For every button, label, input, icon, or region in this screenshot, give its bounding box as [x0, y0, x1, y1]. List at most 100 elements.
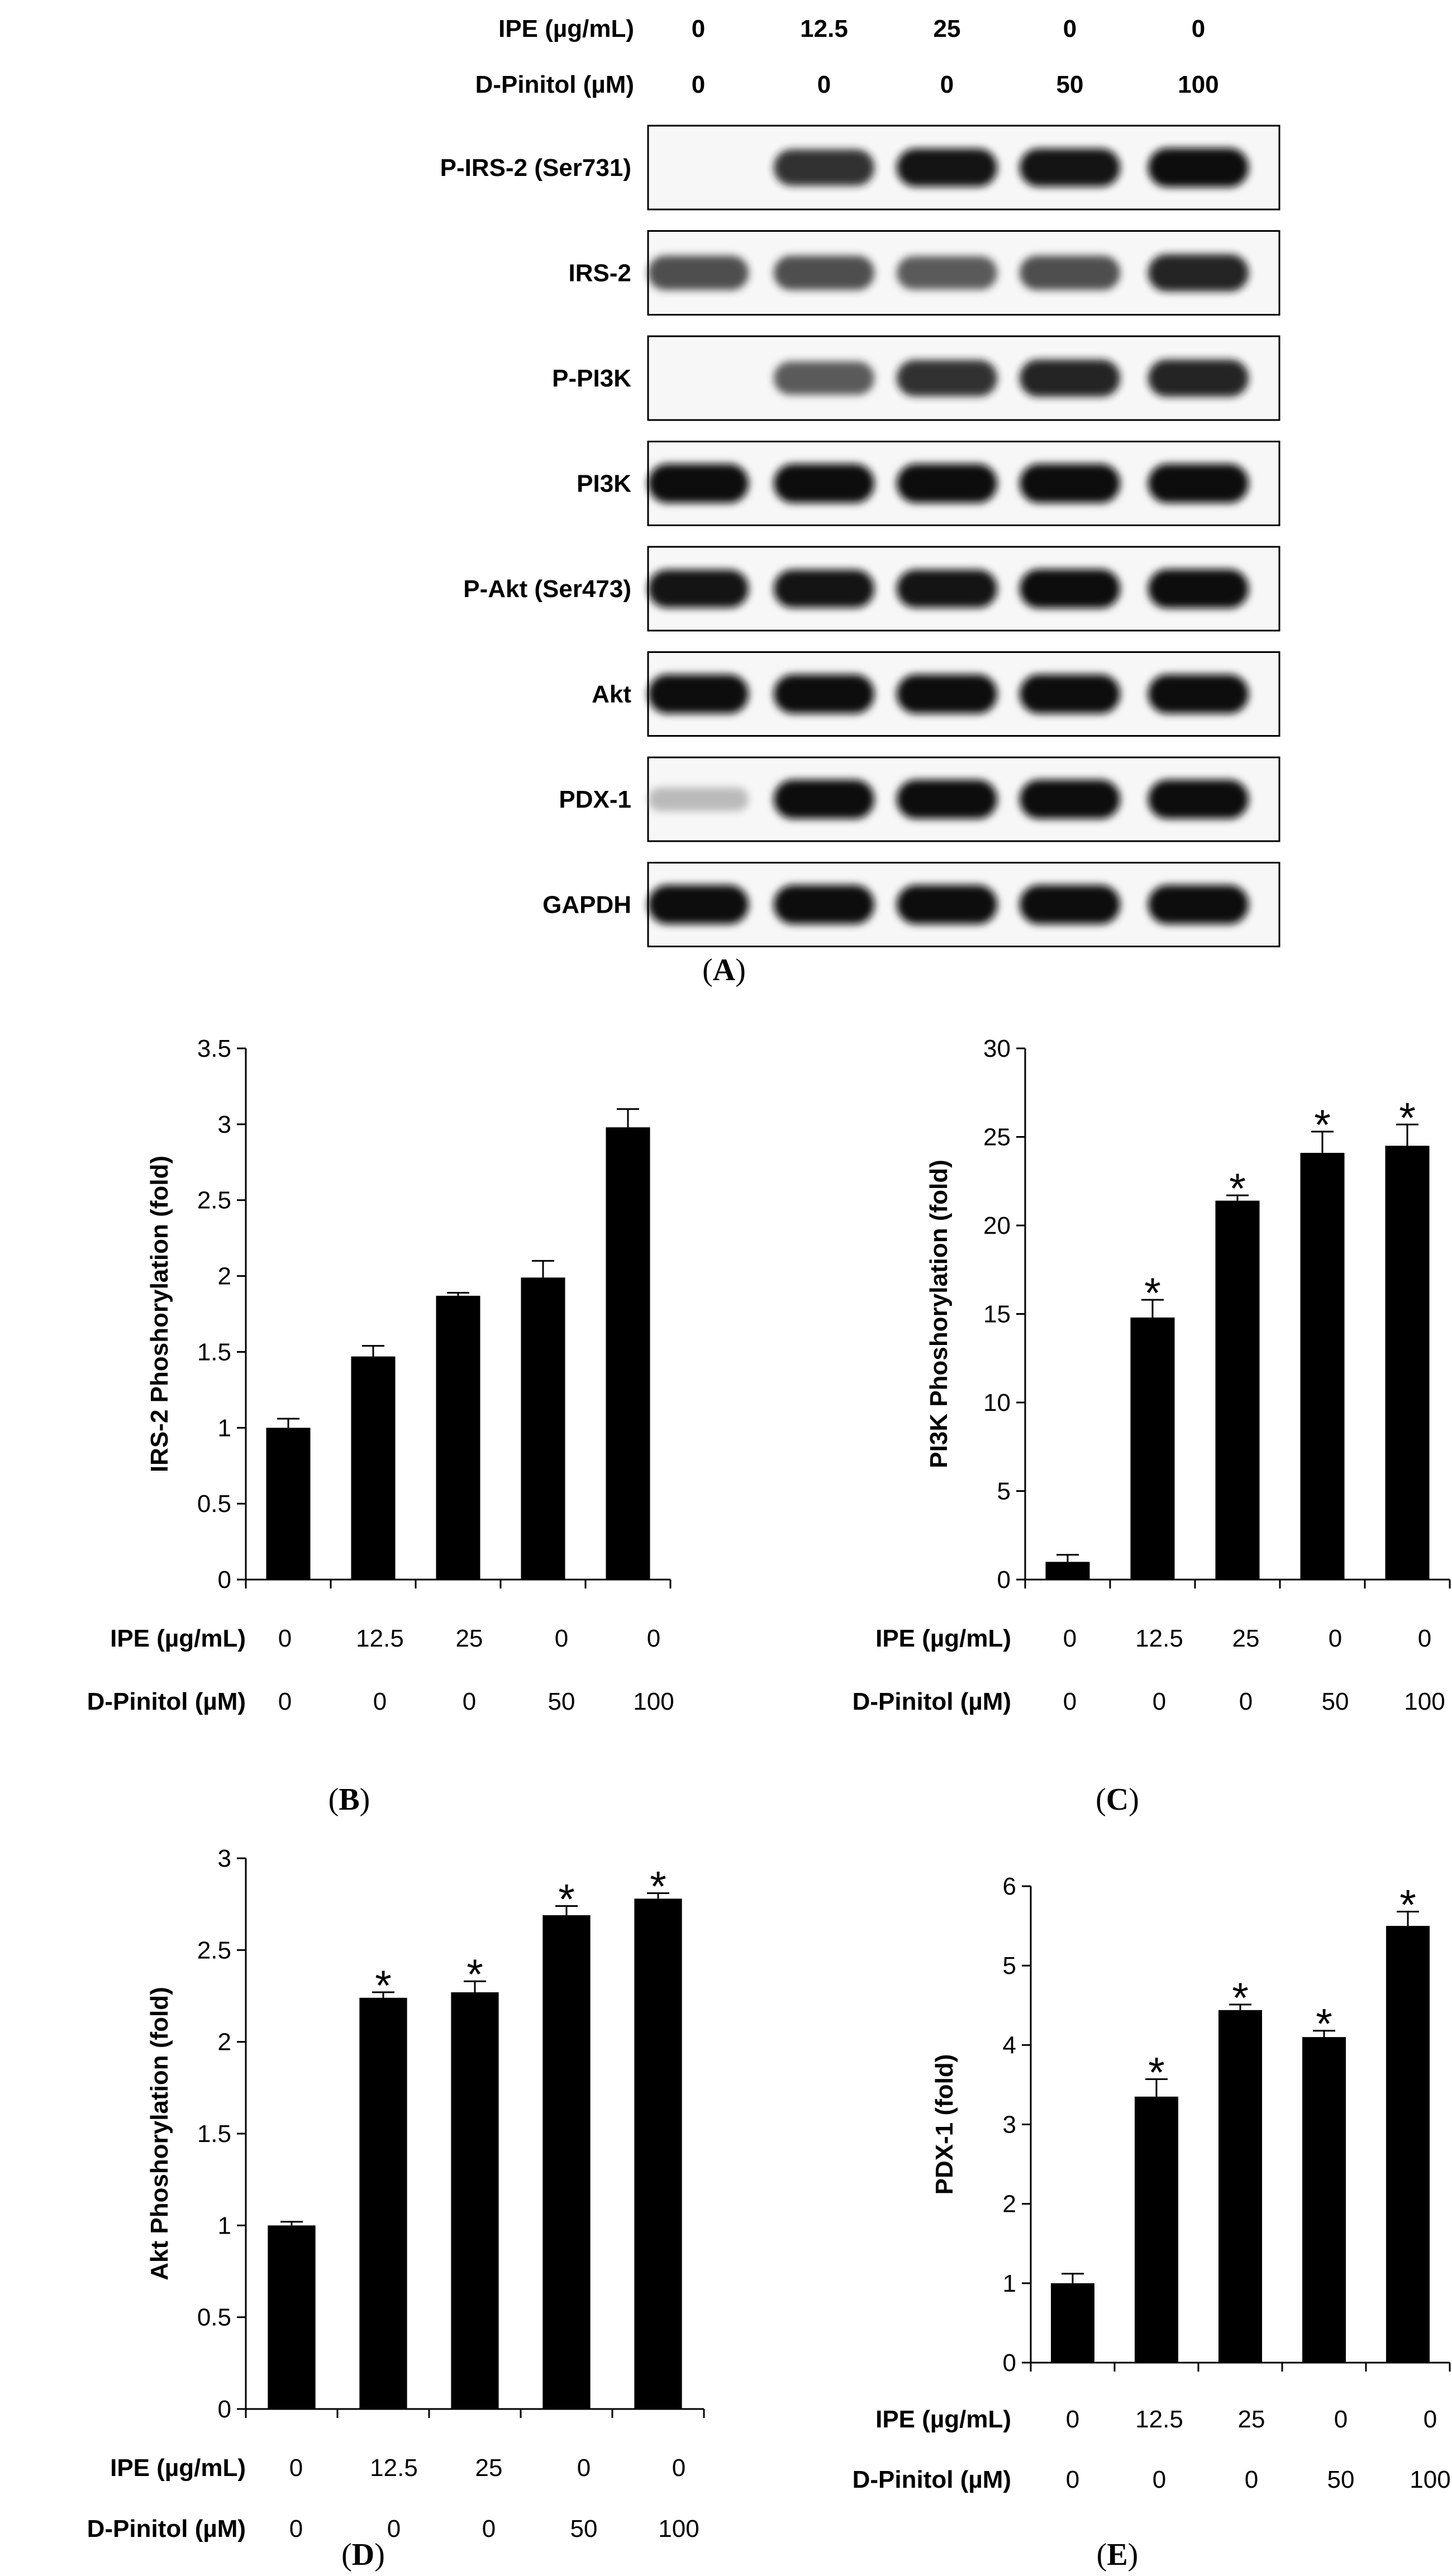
panel-label-b: (B) [329, 1782, 370, 1817]
blot-band [1148, 148, 1249, 187]
significance-marker: * [1148, 2049, 1165, 2096]
blot-ipe-value: 25 [934, 15, 961, 42]
ipe-value: 0 [1063, 1625, 1077, 1652]
y-tick-label: 2 [218, 1263, 231, 1290]
ipe-value: 0 [1418, 1625, 1431, 1652]
bar-chart-c: 0 5 10 15 20 25 30 PI3K Phoshorylation (fold) * *… [853, 1035, 1451, 1817]
y-tick-label: 0 [997, 1566, 1011, 1594]
panel-label-c: (C) [1096, 1782, 1139, 1817]
blot-band [774, 255, 874, 290]
ipe-value: 0 [1334, 2406, 1348, 2433]
blot-row-label: PI3K [577, 470, 631, 498]
blot-band [1020, 359, 1120, 397]
western-blot-panel: IPE (µg/mL) D-Pinitol (µM) 0 12.5 25 0 0 0 0 0 5… [440, 15, 1280, 988]
dpinitol-value: 50 [1322, 1688, 1349, 1715]
blot-band [1148, 885, 1249, 924]
blot-band [1148, 359, 1249, 397]
blot-dpinitol-value: 100 [1178, 71, 1218, 98]
blot-row: P-Akt (Ser473) [463, 546, 1280, 632]
y-tick-label: 0 [218, 1566, 231, 1594]
blot-band [897, 148, 997, 187]
blot-row: IRS-2 [569, 230, 1280, 316]
blot-band [648, 787, 749, 812]
bar [1385, 1146, 1430, 1580]
y-tick-label: 0.5 [197, 2304, 231, 2331]
y-tick-label: 4 [1003, 2031, 1016, 2059]
y-tick-label: 2.5 [197, 1187, 231, 1214]
blot-band [774, 780, 874, 819]
significance-marker: * [1316, 2001, 1332, 2048]
bar [268, 2225, 316, 2409]
blot-row: PDX-1 [559, 756, 1280, 842]
ipe-value: 0 [555, 1625, 568, 1652]
dpinitol-label: D-Pinitol (µM) [87, 2515, 246, 2542]
y-tick-label: 2 [218, 2029, 231, 2056]
blot-header-values: 0 12.5 25 0 0 0 0 0 50 100 [692, 15, 1219, 98]
blot-band [897, 569, 997, 608]
blot-dpinitol-value: 0 [940, 71, 954, 98]
y-tick-label: 1.5 [197, 2120, 231, 2148]
blot-band [1020, 255, 1120, 290]
significance-marker: * [1399, 1094, 1416, 1142]
dpinitol-value: 0 [1245, 2466, 1258, 2493]
blot-band [648, 674, 749, 714]
blot-row: PI3K [577, 441, 1280, 526]
bar [1045, 1562, 1090, 1580]
blot-row: GAPDH [542, 862, 1280, 947]
bar [1135, 2096, 1178, 2363]
y-tick-label: 15 [983, 1301, 1011, 1328]
significance-marker: * [1232, 1974, 1249, 2022]
bar [266, 1428, 311, 1580]
dpinitol-value: 0 [1239, 1688, 1253, 1715]
blot-row-label: P-PI3K [552, 365, 631, 392]
y-tick-label: 30 [983, 1035, 1011, 1062]
blot-band [1020, 780, 1120, 819]
blot-ipe-value: 12.5 [800, 15, 848, 42]
y-tick-label: 1 [1003, 2270, 1016, 2297]
y-tick-label: 5 [1003, 1952, 1016, 1979]
blot-band [897, 674, 997, 714]
dpinitol-value: 0 [387, 2515, 401, 2542]
significance-marker: * [1144, 1270, 1161, 1317]
bar [606, 1127, 650, 1580]
ipe-value: 25 [456, 1625, 483, 1652]
ipe-label: IPE (µg/mL) [110, 2454, 246, 2482]
dpinitol-value: 100 [658, 2515, 699, 2542]
ipe-value: 25 [1238, 2406, 1265, 2433]
ipe-value: 0 [1066, 2406, 1079, 2433]
bar [1300, 1153, 1345, 1580]
blot-row-label: GAPDH [542, 891, 631, 919]
dpinitol-value: 50 [570, 2515, 598, 2542]
significance-marker: * [1314, 1101, 1331, 1149]
y-tick-label: 3 [1003, 2111, 1016, 2139]
blot-dpinitol-value: 0 [817, 71, 831, 98]
blot-band [774, 569, 874, 608]
significance-marker: * [558, 1876, 575, 1923]
dpinitol-value: 0 [1153, 2466, 1166, 2493]
ipe-value: 12.5 [1135, 2406, 1183, 2433]
blot-band [897, 464, 997, 503]
blot-row: Akt [592, 651, 1280, 737]
ipe-value: 0 [647, 1625, 660, 1652]
blot-row: P-PI3K [552, 335, 1280, 421]
blot-band [1148, 464, 1249, 503]
panel-label-d: (D) [341, 2537, 385, 2572]
y-tick-label: 3.5 [197, 1035, 231, 1062]
y-tick-label: 5 [997, 1478, 1011, 1505]
y-tick-label: 10 [983, 1389, 1011, 1416]
bar [351, 1356, 396, 1580]
bar [1386, 1926, 1430, 2363]
bar [1302, 2037, 1346, 2363]
ipe-value: 12.5 [370, 2454, 418, 2482]
blot-dpinitol-label: D-Pinitol (µM) [475, 71, 634, 98]
significance-marker: * [1229, 1165, 1246, 1213]
dpinitol-value: 100 [1410, 2466, 1450, 2493]
bar [359, 1997, 407, 2409]
dpinitol-value: 0 [289, 2515, 303, 2542]
blot-ipe-value: 0 [1063, 15, 1077, 42]
blot-dpinitol-value: 50 [1056, 71, 1084, 98]
ipe-label: IPE (µg/mL) [875, 1625, 1011, 1652]
ipe-value: 0 [577, 2454, 591, 2482]
blot-band [774, 361, 874, 395]
dpinitol-value: 0 [1153, 1688, 1166, 1715]
